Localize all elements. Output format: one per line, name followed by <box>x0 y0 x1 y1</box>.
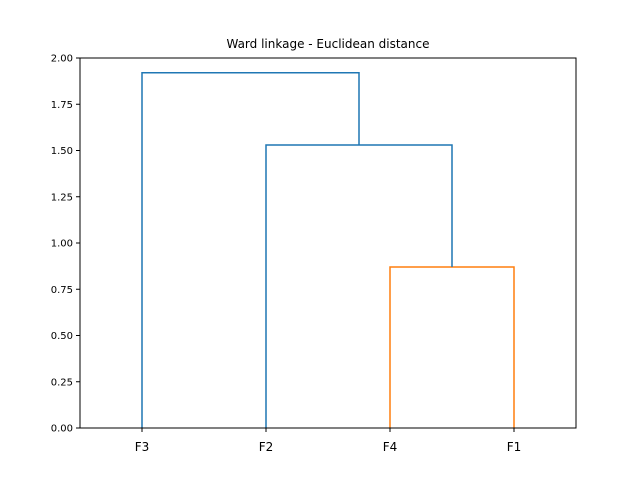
leaf-label: F4 <box>383 440 398 454</box>
plot-frame <box>79 57 577 429</box>
x-axis: F3 F2 F4 F1 <box>135 428 522 454</box>
dendrogram-link <box>389 266 515 428</box>
y-tick-label: 0.75 <box>51 285 73 296</box>
y-tick-label: 1.00 <box>51 239 73 250</box>
y-tick-label: 1.50 <box>51 146 73 157</box>
y-tick-label: 1.25 <box>51 192 73 203</box>
dendrogram-link <box>141 72 360 428</box>
y-tick-label: 0.50 <box>51 331 73 342</box>
leaf-label: F1 <box>507 440 522 454</box>
leaf-label: F2 <box>259 440 274 454</box>
y-tick-label: 0.00 <box>51 424 73 435</box>
y-tick-label: 2.00 <box>51 54 73 65</box>
y-tick-label: 0.25 <box>51 377 73 388</box>
y-axis: 0.00 0.25 0.50 0.75 1.00 1.25 1.50 1.75 2.00 <box>51 54 80 435</box>
chart-title: Ward linkage - Euclidean distance <box>226 37 429 51</box>
dendrogram-link <box>265 144 453 428</box>
links-layer <box>141 72 515 428</box>
leaf-label: F3 <box>135 440 150 454</box>
y-tick-label: 1.75 <box>51 100 73 111</box>
